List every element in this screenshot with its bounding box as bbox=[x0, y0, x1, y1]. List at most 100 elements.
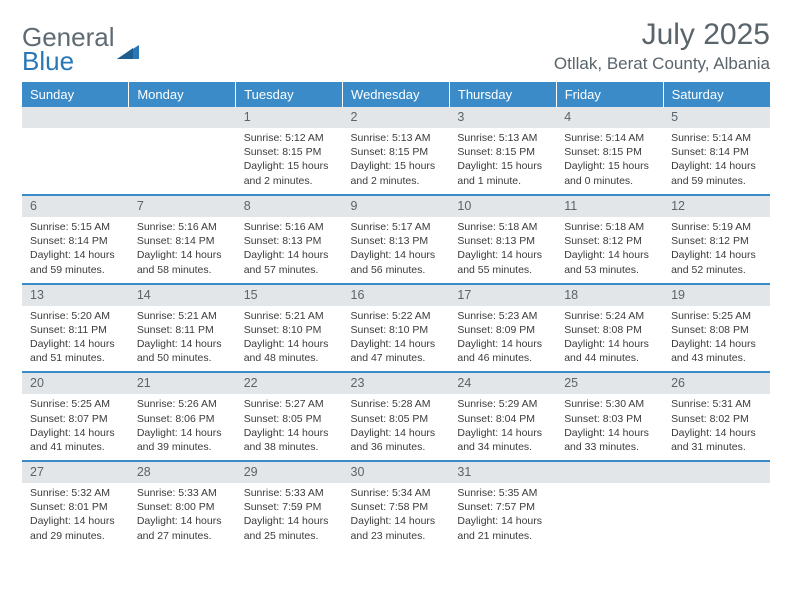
sunrise-text: Sunrise: 5:33 AM bbox=[244, 486, 335, 500]
day-body: Sunrise: 5:13 AMSunset: 8:15 PMDaylight:… bbox=[343, 128, 450, 194]
day-number-bar: 29 bbox=[236, 462, 343, 483]
day-number-bar: 11 bbox=[556, 196, 663, 217]
sunset-text: Sunset: 8:15 PM bbox=[564, 145, 655, 159]
daylight-text: Daylight: 14 hours and 59 minutes. bbox=[30, 248, 121, 276]
sunset-text: Sunset: 8:06 PM bbox=[137, 412, 228, 426]
sunrise-text: Sunrise: 5:12 AM bbox=[244, 131, 335, 145]
daylight-text: Daylight: 14 hours and 33 minutes. bbox=[564, 426, 655, 454]
day-number-bar: 21 bbox=[129, 373, 236, 394]
calendar-day-cell: 19Sunrise: 5:25 AMSunset: 8:08 PMDayligh… bbox=[663, 284, 770, 373]
daylight-text: Daylight: 15 hours and 2 minutes. bbox=[351, 159, 442, 187]
day-number-bar: 18 bbox=[556, 285, 663, 306]
sunrise-text: Sunrise: 5:18 AM bbox=[564, 220, 655, 234]
sunrise-text: Sunrise: 5:13 AM bbox=[351, 131, 442, 145]
sunset-text: Sunset: 8:08 PM bbox=[671, 323, 762, 337]
calendar-day-cell: 17Sunrise: 5:23 AMSunset: 8:09 PMDayligh… bbox=[449, 284, 556, 373]
sunrise-text: Sunrise: 5:22 AM bbox=[351, 309, 442, 323]
daylight-text: Daylight: 14 hours and 43 minutes. bbox=[671, 337, 762, 365]
calendar-day-cell: 6Sunrise: 5:15 AMSunset: 8:14 PMDaylight… bbox=[22, 195, 129, 284]
daylight-text: Daylight: 14 hours and 57 minutes. bbox=[244, 248, 335, 276]
sunset-text: Sunset: 8:15 PM bbox=[457, 145, 548, 159]
day-body: Sunrise: 5:16 AMSunset: 8:13 PMDaylight:… bbox=[236, 217, 343, 283]
calendar-day-cell: 30Sunrise: 5:34 AMSunset: 7:58 PMDayligh… bbox=[343, 461, 450, 549]
sunset-text: Sunset: 8:15 PM bbox=[351, 145, 442, 159]
day-number-bar: 15 bbox=[236, 285, 343, 306]
day-body: Sunrise: 5:19 AMSunset: 8:12 PMDaylight:… bbox=[663, 217, 770, 283]
daylight-text: Daylight: 14 hours and 34 minutes. bbox=[457, 426, 548, 454]
sunset-text: Sunset: 8:07 PM bbox=[30, 412, 121, 426]
day-number-bar bbox=[556, 462, 663, 483]
day-number-bar: 4 bbox=[556, 107, 663, 128]
sunrise-text: Sunrise: 5:25 AM bbox=[671, 309, 762, 323]
daylight-text: Daylight: 14 hours and 44 minutes. bbox=[564, 337, 655, 365]
day-body: Sunrise: 5:33 AMSunset: 8:00 PMDaylight:… bbox=[129, 483, 236, 549]
day-body bbox=[22, 128, 129, 178]
sunset-text: Sunset: 8:15 PM bbox=[244, 145, 335, 159]
sunset-text: Sunset: 8:13 PM bbox=[351, 234, 442, 248]
day-body: Sunrise: 5:24 AMSunset: 8:08 PMDaylight:… bbox=[556, 306, 663, 372]
day-number-bar: 7 bbox=[129, 196, 236, 217]
day-body: Sunrise: 5:23 AMSunset: 8:09 PMDaylight:… bbox=[449, 306, 556, 372]
day-number-bar: 6 bbox=[22, 196, 129, 217]
header: General Blue July 2025 Otllak, Berat Cou… bbox=[22, 18, 770, 74]
calendar-week-row: 27Sunrise: 5:32 AMSunset: 8:01 PMDayligh… bbox=[22, 461, 770, 549]
sunset-text: Sunset: 8:01 PM bbox=[30, 500, 121, 514]
sunset-text: Sunset: 8:04 PM bbox=[457, 412, 548, 426]
calendar-day-cell: 16Sunrise: 5:22 AMSunset: 8:10 PMDayligh… bbox=[343, 284, 450, 373]
day-number-bar: 31 bbox=[449, 462, 556, 483]
day-body: Sunrise: 5:35 AMSunset: 7:57 PMDaylight:… bbox=[449, 483, 556, 549]
calendar-week-row: 20Sunrise: 5:25 AMSunset: 8:07 PMDayligh… bbox=[22, 372, 770, 461]
day-body: Sunrise: 5:17 AMSunset: 8:13 PMDaylight:… bbox=[343, 217, 450, 283]
calendar-day-cell: 23Sunrise: 5:28 AMSunset: 8:05 PMDayligh… bbox=[343, 372, 450, 461]
calendar-day-cell: 15Sunrise: 5:21 AMSunset: 8:10 PMDayligh… bbox=[236, 284, 343, 373]
daylight-text: Daylight: 14 hours and 41 minutes. bbox=[30, 426, 121, 454]
title-block: July 2025 Otllak, Berat County, Albania bbox=[554, 18, 770, 74]
calendar-day-cell: 5Sunrise: 5:14 AMSunset: 8:14 PMDaylight… bbox=[663, 107, 770, 195]
sunrise-text: Sunrise: 5:20 AM bbox=[30, 309, 121, 323]
sunrise-text: Sunrise: 5:14 AM bbox=[671, 131, 762, 145]
calendar-day-cell: 1Sunrise: 5:12 AMSunset: 8:15 PMDaylight… bbox=[236, 107, 343, 195]
calendar-day-cell: 27Sunrise: 5:32 AMSunset: 8:01 PMDayligh… bbox=[22, 461, 129, 549]
calendar-day-cell: 22Sunrise: 5:27 AMSunset: 8:05 PMDayligh… bbox=[236, 372, 343, 461]
sunset-text: Sunset: 7:59 PM bbox=[244, 500, 335, 514]
daylight-text: Daylight: 14 hours and 38 minutes. bbox=[244, 426, 335, 454]
sunset-text: Sunset: 8:14 PM bbox=[30, 234, 121, 248]
calendar-empty-cell bbox=[556, 461, 663, 549]
day-body: Sunrise: 5:22 AMSunset: 8:10 PMDaylight:… bbox=[343, 306, 450, 372]
day-number-bar: 30 bbox=[343, 462, 450, 483]
daylight-text: Daylight: 14 hours and 58 minutes. bbox=[137, 248, 228, 276]
day-body: Sunrise: 5:33 AMSunset: 7:59 PMDaylight:… bbox=[236, 483, 343, 549]
calendar-day-cell: 4Sunrise: 5:14 AMSunset: 8:15 PMDaylight… bbox=[556, 107, 663, 195]
sunrise-text: Sunrise: 5:19 AM bbox=[671, 220, 762, 234]
day-body: Sunrise: 5:16 AMSunset: 8:14 PMDaylight:… bbox=[129, 217, 236, 283]
calendar-day-cell: 9Sunrise: 5:17 AMSunset: 8:13 PMDaylight… bbox=[343, 195, 450, 284]
calendar-day-cell: 24Sunrise: 5:29 AMSunset: 8:04 PMDayligh… bbox=[449, 372, 556, 461]
sunrise-text: Sunrise: 5:30 AM bbox=[564, 397, 655, 411]
calendar-day-cell: 21Sunrise: 5:26 AMSunset: 8:06 PMDayligh… bbox=[129, 372, 236, 461]
sunset-text: Sunset: 8:14 PM bbox=[137, 234, 228, 248]
day-body: Sunrise: 5:13 AMSunset: 8:15 PMDaylight:… bbox=[449, 128, 556, 194]
weekday-header: Friday bbox=[556, 82, 663, 107]
day-number-bar: 12 bbox=[663, 196, 770, 217]
sunset-text: Sunset: 8:02 PM bbox=[671, 412, 762, 426]
sunrise-text: Sunrise: 5:14 AM bbox=[564, 131, 655, 145]
weekday-header: Thursday bbox=[449, 82, 556, 107]
daylight-text: Daylight: 14 hours and 56 minutes. bbox=[351, 248, 442, 276]
day-body bbox=[129, 128, 236, 178]
daylight-text: Daylight: 15 hours and 2 minutes. bbox=[244, 159, 335, 187]
day-number-bar: 9 bbox=[343, 196, 450, 217]
calendar-week-row: 1Sunrise: 5:12 AMSunset: 8:15 PMDaylight… bbox=[22, 107, 770, 195]
calendar-day-cell: 10Sunrise: 5:18 AMSunset: 8:13 PMDayligh… bbox=[449, 195, 556, 284]
day-body: Sunrise: 5:28 AMSunset: 8:05 PMDaylight:… bbox=[343, 394, 450, 460]
daylight-text: Daylight: 14 hours and 21 minutes. bbox=[457, 514, 548, 542]
daylight-text: Daylight: 14 hours and 55 minutes. bbox=[457, 248, 548, 276]
day-number-bar: 28 bbox=[129, 462, 236, 483]
day-body: Sunrise: 5:25 AMSunset: 8:08 PMDaylight:… bbox=[663, 306, 770, 372]
calendar-day-cell: 28Sunrise: 5:33 AMSunset: 8:00 PMDayligh… bbox=[129, 461, 236, 549]
sunset-text: Sunset: 8:10 PM bbox=[244, 323, 335, 337]
calendar-week-row: 6Sunrise: 5:15 AMSunset: 8:14 PMDaylight… bbox=[22, 195, 770, 284]
sunrise-text: Sunrise: 5:13 AM bbox=[457, 131, 548, 145]
weekday-header: Sunday bbox=[22, 82, 129, 107]
day-body: Sunrise: 5:31 AMSunset: 8:02 PMDaylight:… bbox=[663, 394, 770, 460]
day-body: Sunrise: 5:20 AMSunset: 8:11 PMDaylight:… bbox=[22, 306, 129, 372]
